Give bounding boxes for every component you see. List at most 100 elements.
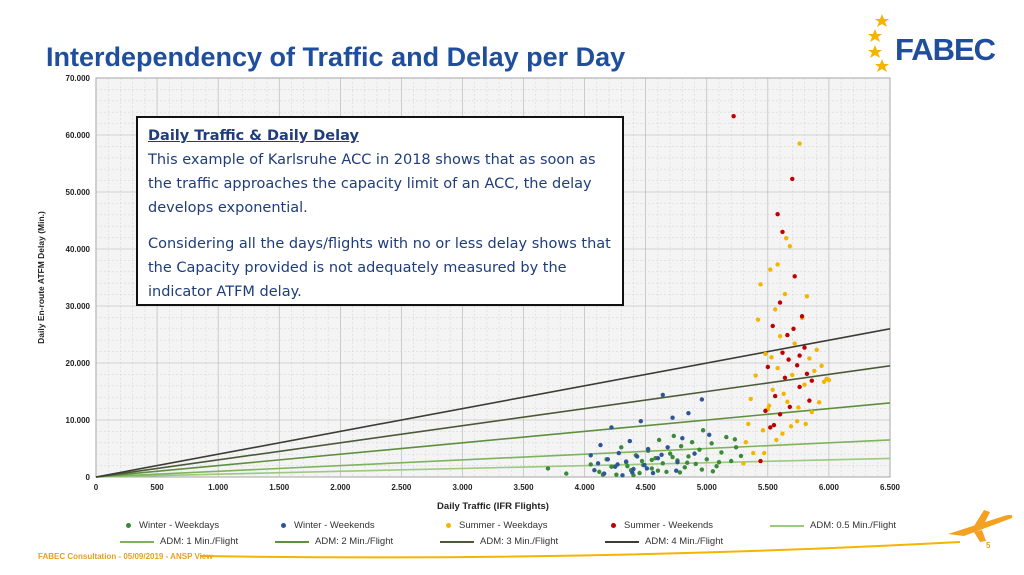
page-number: 5 [986, 541, 991, 550]
legend-item: Winter - Weekdays [120, 519, 219, 532]
logo-text: FABEC [895, 32, 996, 67]
data-point [592, 467, 597, 473]
legend-line-icon [120, 540, 154, 543]
data-point [656, 437, 662, 443]
data-point [664, 469, 669, 475]
data-point [790, 372, 795, 378]
data-point [609, 464, 614, 469]
data-point [655, 455, 661, 461]
data-point [768, 267, 773, 272]
data-point [809, 409, 815, 415]
series-line [95, 402, 891, 478]
data-point [782, 375, 788, 381]
data-point [716, 459, 722, 465]
data-point [634, 454, 640, 459]
data-point [625, 463, 630, 469]
data-point [671, 433, 676, 439]
data-point [644, 466, 650, 471]
x-tick-label: 500 [150, 483, 164, 492]
data-point [614, 472, 619, 477]
legend-label: Summer - Weekdays [459, 520, 548, 531]
data-point [802, 382, 807, 387]
x-axis-title: Daily Traffic (IFR Flights) [437, 501, 549, 512]
y-tick-label: 50.000 [66, 188, 91, 197]
airplane-icon [948, 510, 1013, 542]
x-tick-label: 2.500 [391, 483, 412, 492]
data-point [785, 332, 790, 338]
data-point [601, 471, 607, 476]
data-point [807, 356, 812, 361]
data-point [642, 462, 647, 468]
data-point [790, 176, 795, 182]
data-point [780, 350, 785, 355]
data-point [763, 408, 768, 414]
data-point [780, 229, 785, 235]
y-tick-label: 60.000 [66, 131, 91, 140]
legend-dot-icon [611, 523, 616, 528]
data-point [623, 459, 629, 464]
data-point [766, 403, 772, 408]
data-point [769, 355, 774, 360]
y-tick-label: 20.000 [66, 359, 91, 368]
data-point [775, 365, 780, 371]
data-point [682, 465, 687, 470]
data-point [786, 357, 791, 362]
x-tick-label: 5.500 [758, 483, 779, 492]
data-point [791, 326, 796, 331]
series-line [95, 365, 891, 478]
legend-item: ADM: 0.5 Min./Flight [770, 519, 896, 532]
data-point [816, 400, 822, 405]
legend-label: ADM: 1 Min./Flight [160, 536, 239, 547]
data-point [631, 466, 636, 472]
data-point [777, 412, 783, 417]
data-point [763, 351, 768, 357]
data-point [807, 398, 812, 403]
data-point [650, 470, 656, 476]
data-point [597, 469, 602, 475]
data-point [630, 470, 635, 475]
data-point [797, 384, 802, 390]
legend-line-icon [770, 524, 804, 527]
data-point [670, 415, 675, 420]
callout-heading: Daily Traffic & Daily Delay [148, 128, 359, 144]
data-point [595, 461, 601, 466]
data-point [797, 141, 802, 146]
data-point [765, 364, 771, 370]
data-point [772, 393, 778, 399]
data-point [689, 440, 695, 445]
data-point [615, 462, 620, 467]
data-point [809, 378, 815, 383]
legend-dot-icon [126, 523, 131, 528]
series-line [95, 328, 891, 478]
data-point [750, 450, 756, 456]
data-point [733, 445, 739, 450]
data-point [792, 274, 797, 279]
data-point [619, 445, 624, 450]
data-point [693, 461, 698, 467]
data-point [732, 437, 738, 442]
data-point [719, 450, 724, 455]
data-point [780, 431, 785, 436]
data-point [787, 243, 793, 249]
data-point [797, 353, 802, 358]
data-point [755, 317, 761, 322]
x-tick-label: 5.000 [697, 483, 718, 492]
y-tick-label: 0 [86, 473, 91, 482]
data-point [675, 459, 680, 465]
legend-label: Winter - Weekdays [139, 520, 220, 531]
data-point [655, 468, 661, 473]
data-point [697, 447, 702, 452]
x-tick-label: 4.500 [636, 483, 657, 492]
legend-label: ADM: 3 Min./Flight [480, 536, 559, 547]
y-tick-label: 30.000 [66, 302, 91, 311]
data-point [692, 451, 697, 456]
legend-item: Summer - Weekends [605, 519, 713, 532]
y-axis-title: Daily En-route ATFM Delay (Min.) [36, 211, 46, 344]
data-point [645, 446, 651, 452]
data-point [704, 457, 709, 462]
footer-text: FABEC Consultation - 05/09/2019 - ANSP V… [38, 552, 213, 561]
data-point [796, 405, 801, 410]
data-point [637, 470, 642, 476]
data-point [620, 473, 625, 478]
data-point [545, 466, 551, 471]
